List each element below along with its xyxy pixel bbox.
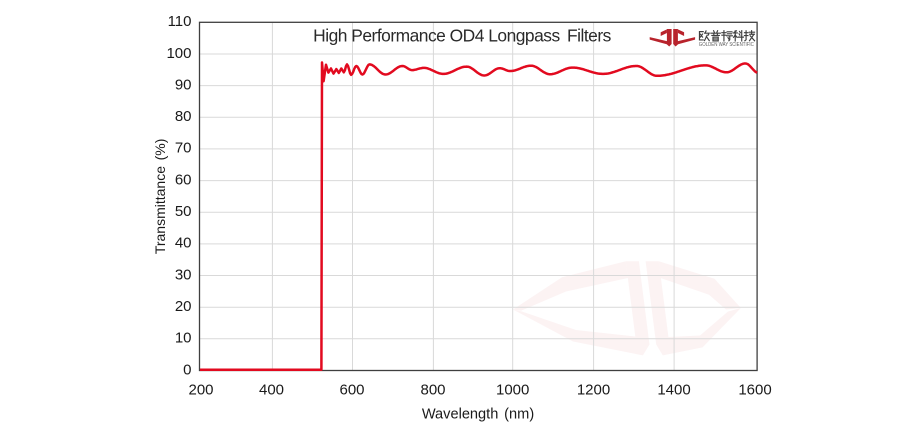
svg-text:70: 70 — [175, 140, 192, 157]
svg-text:Wavelength (nm): Wavelength (nm) — [422, 407, 534, 423]
svg-text:80: 80 — [175, 108, 192, 125]
svg-text:200: 200 — [188, 381, 213, 398]
svg-text:60: 60 — [175, 171, 192, 188]
svg-text:20: 20 — [175, 298, 192, 315]
svg-text:90: 90 — [175, 76, 192, 93]
svg-text:100: 100 — [166, 45, 191, 62]
svg-text:400: 400 — [259, 381, 284, 398]
svg-text:High Performance OD4 Longpass: High Performance OD4 Longpass Filters — [313, 26, 611, 46]
svg-text:1400: 1400 — [657, 381, 690, 398]
svg-text:Transmittance (%): Transmittance (%) — [152, 139, 168, 255]
svg-text:1200: 1200 — [577, 381, 610, 398]
svg-text:GOLDEN WAY SCIENTIFIC: GOLDEN WAY SCIENTIFIC — [699, 42, 754, 48]
svg-text:40: 40 — [175, 235, 192, 252]
svg-text:110: 110 — [168, 13, 192, 30]
svg-text:50: 50 — [175, 203, 192, 220]
svg-text:600: 600 — [339, 381, 364, 398]
svg-text:800: 800 — [420, 381, 445, 398]
svg-text:30: 30 — [175, 266, 192, 283]
svg-text:1600: 1600 — [738, 381, 771, 398]
svg-text:10: 10 — [175, 330, 192, 347]
svg-text:1000: 1000 — [496, 381, 529, 398]
svg-text:0: 0 — [183, 361, 191, 378]
